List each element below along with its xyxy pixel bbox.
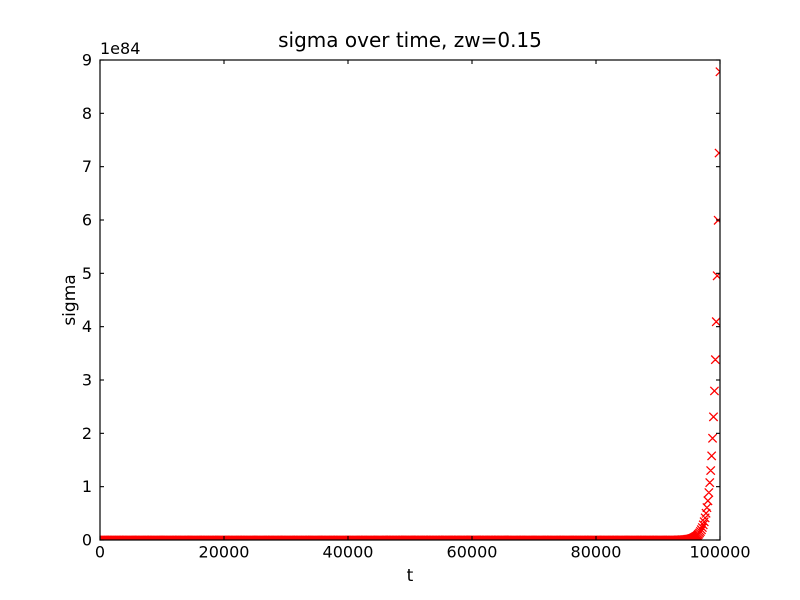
y-tick-label: 1 (82, 477, 92, 496)
axes-frame (99, 59, 721, 541)
y-axis-label: sigma (60, 274, 80, 325)
plot-area (100, 60, 720, 540)
x-tick-label: 60000 (447, 543, 498, 562)
x-tick-label: 100000 (689, 543, 750, 562)
axis-tick-labels: 0 20000 40000 60000 80000 100000 0 1 2 3 4 5 6 7 8 9 (82, 51, 751, 562)
y-tick-label: 3 (82, 371, 92, 390)
y-tick-label: 4 (82, 317, 92, 336)
x-tick-label: 80000 (571, 543, 622, 562)
y-tick-label: 8 (82, 104, 92, 123)
x-tick-label: 40000 (323, 543, 374, 562)
y-tick-label: 6 (82, 211, 92, 230)
y-tick-label: 0 (82, 531, 92, 550)
y-tick-label: 5 (82, 264, 92, 283)
y-tick-label: 9 (82, 51, 92, 70)
x-tick-label: 20000 (199, 543, 250, 562)
y-axis-offset-label: 1e84 (100, 39, 140, 58)
x-tick-label: 0 (95, 543, 105, 562)
x-axis-label: t (407, 566, 414, 586)
y-tick-label: 7 (82, 157, 92, 176)
axis-ticks (99, 59, 721, 541)
y-tick-label: 2 (82, 424, 92, 443)
chart-title: sigma over time, zw=0.15 (278, 28, 542, 52)
